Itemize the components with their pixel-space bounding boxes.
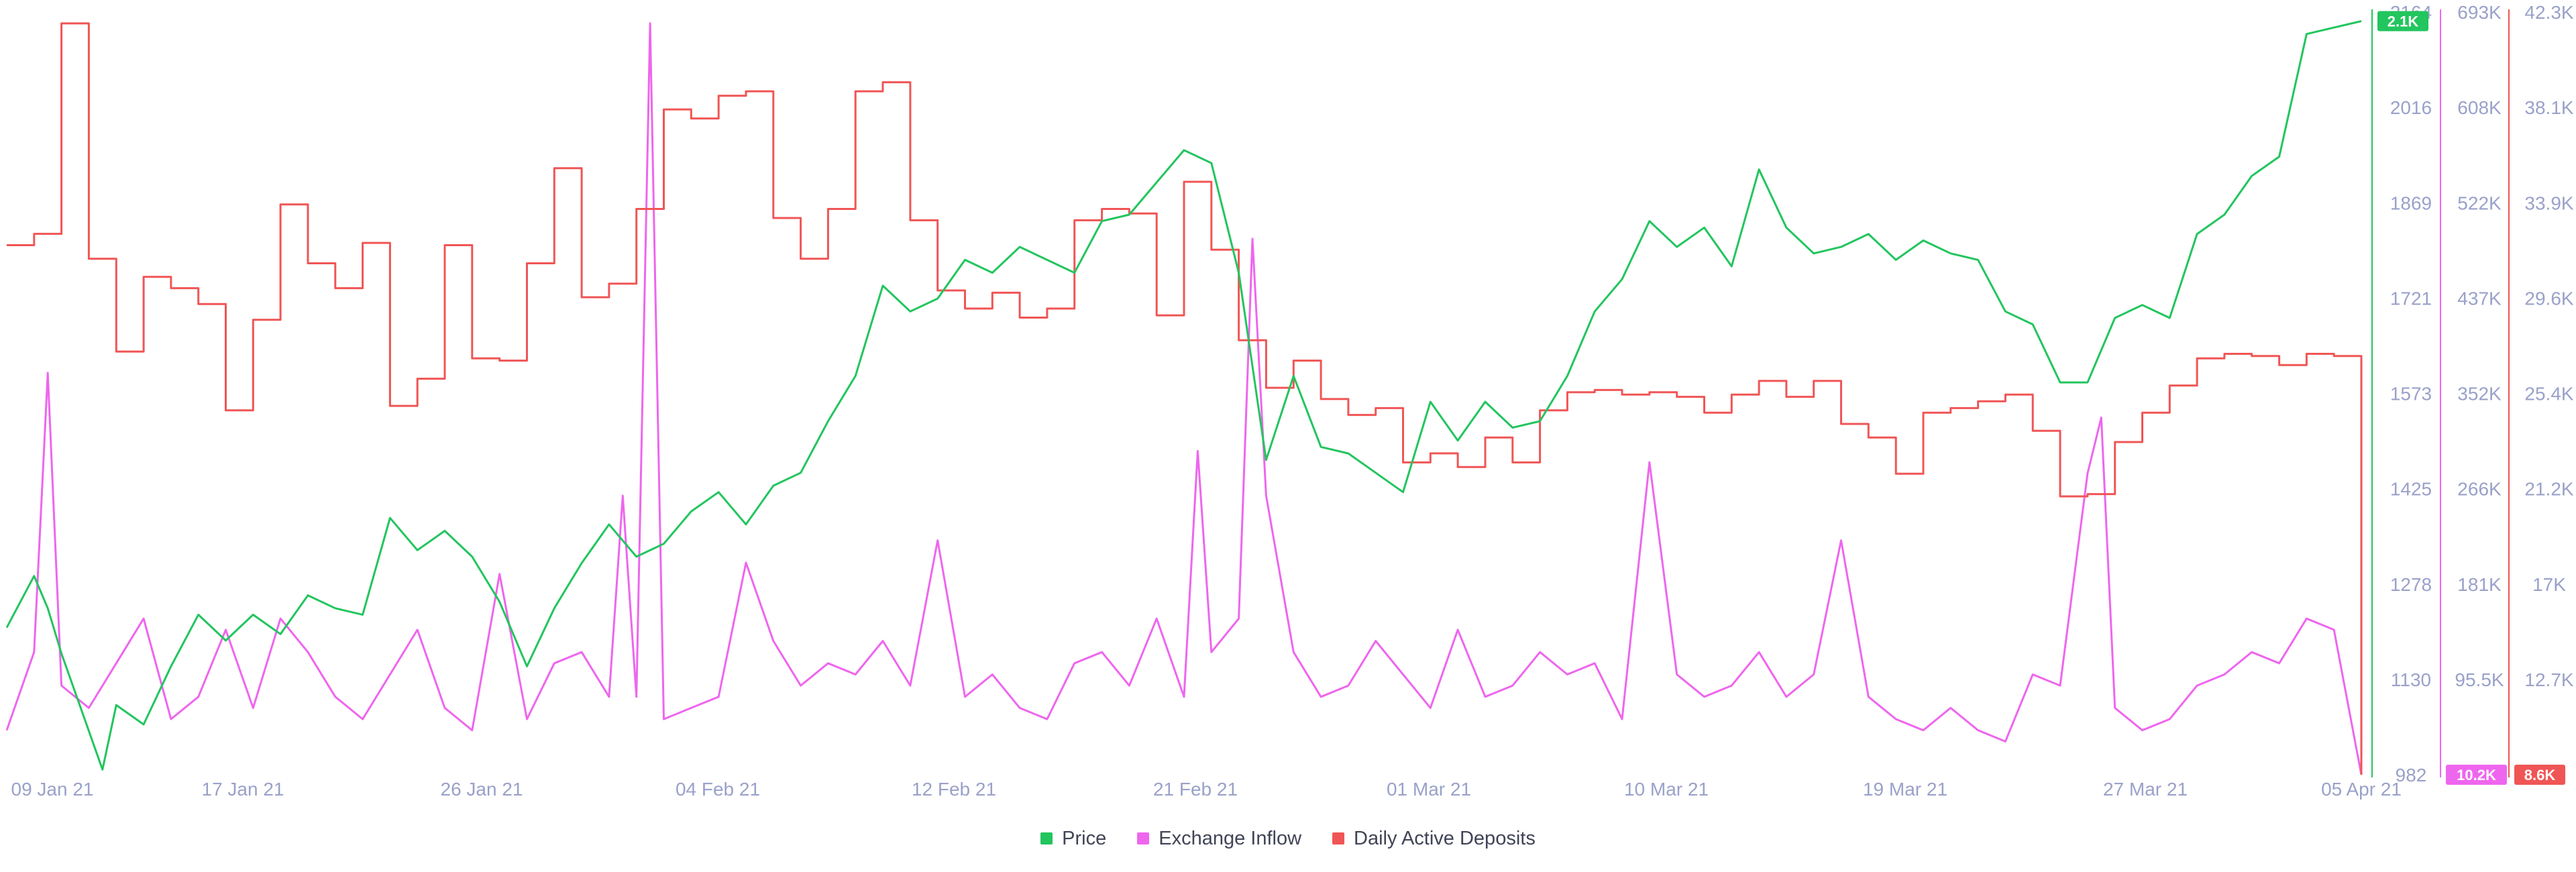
deposits-tick-label: 38.1K [2524,97,2573,118]
inflow-tick-label: 266K [2457,479,2502,500]
x-tick-label: 26 Jan 21 [441,779,523,800]
price-current-badge [2377,11,2428,32]
legend-label: Exchange Inflow [1159,827,1302,849]
x-tick-label: 19 Mar 21 [1863,779,1947,800]
price-tick-label: 1869 [2390,193,2432,213]
chart-legend: Price Exchange Inflow Daily Active Deposit… [0,824,2576,853]
daily-active-deposits-line [7,22,2363,775]
x-tick-label: 05 Apr 21 [2321,779,2402,800]
price-tick-label: 1278 [2390,574,2432,595]
x-tick-label: 04 Feb 21 [676,779,760,800]
price-line [5,20,2362,771]
inflow-tick-label: 608K [2457,97,2502,118]
x-tick-label: 12 Feb 21 [912,779,996,800]
x-tick-label: 10 Mar 21 [1624,779,1709,800]
axis-layer: 216420161869172115731425127811309822.1K6… [2371,2,2574,785]
deposits-tick-label: 12.7K [2524,669,2573,690]
deposits-current-badge-label: 8.6K [2524,767,2556,783]
price-tick-label: 1721 [2390,288,2432,309]
inflow-current-badge [2446,765,2507,785]
deposits-tick-label: 42.3K [2524,2,2573,23]
x-axis-labels: 09 Jan 21 17 Jan 21 26 Jan 21 04 Feb 21 12 F… [11,779,2402,800]
price-tick-label: 1573 [2390,384,2432,404]
legend-swatch [1332,832,1345,844]
legend-label: Price [1062,827,1107,849]
inflow-tick-label: 95.5K [2455,669,2504,690]
x-tick-label: 09 Jan 21 [11,779,94,800]
inflow-current-badge-label: 10.2K [2457,767,2496,783]
exchange-inflow-line [5,22,2363,775]
inflow-tick-label: 522K [2457,193,2502,213]
price-tick-label: 982 [2396,765,2427,785]
inflow-tick-label: 437K [2457,288,2502,309]
legend-label: Daily Active Deposits [1354,827,1536,849]
deposits-current-badge [2514,765,2565,785]
inflow-tick-label: 181K [2457,574,2502,595]
price-tick-label: 1425 [2390,479,2432,500]
legend-item-exchange-inflow[interactable]: Exchange Inflow [1137,828,1301,850]
deposits-tick-label: 33.9K [2524,193,2573,213]
legend-item-daily-active-deposits[interactable]: Daily Active Deposits [1332,828,1536,850]
series-layer [5,20,2363,775]
deposits-tick-label: 17K [2532,574,2566,595]
inflow-tick-label: 693K [2457,2,2502,23]
x-tick-label: 21 Feb 21 [1153,779,1238,800]
price-tick-label: 2016 [2390,97,2432,118]
legend-swatch [1040,832,1053,844]
legend-swatch [1137,832,1150,844]
deposits-tick-label: 21.2K [2524,479,2573,500]
x-tick-label: 27 Mar 21 [2103,779,2188,800]
x-tick-label: 17 Jan 21 [202,779,284,800]
inflow-tick-label: 352K [2457,384,2502,404]
price-tick-label: 1130 [2391,669,2431,690]
deposits-tick-label: 25.4K [2524,384,2573,404]
price-current-badge-label: 2.1K [2387,13,2419,30]
deposits-tick-label: 29.6K [2524,288,2573,309]
legend-item-price[interactable]: Price [1040,828,1106,850]
x-tick-label: 01 Mar 21 [1387,779,1471,800]
